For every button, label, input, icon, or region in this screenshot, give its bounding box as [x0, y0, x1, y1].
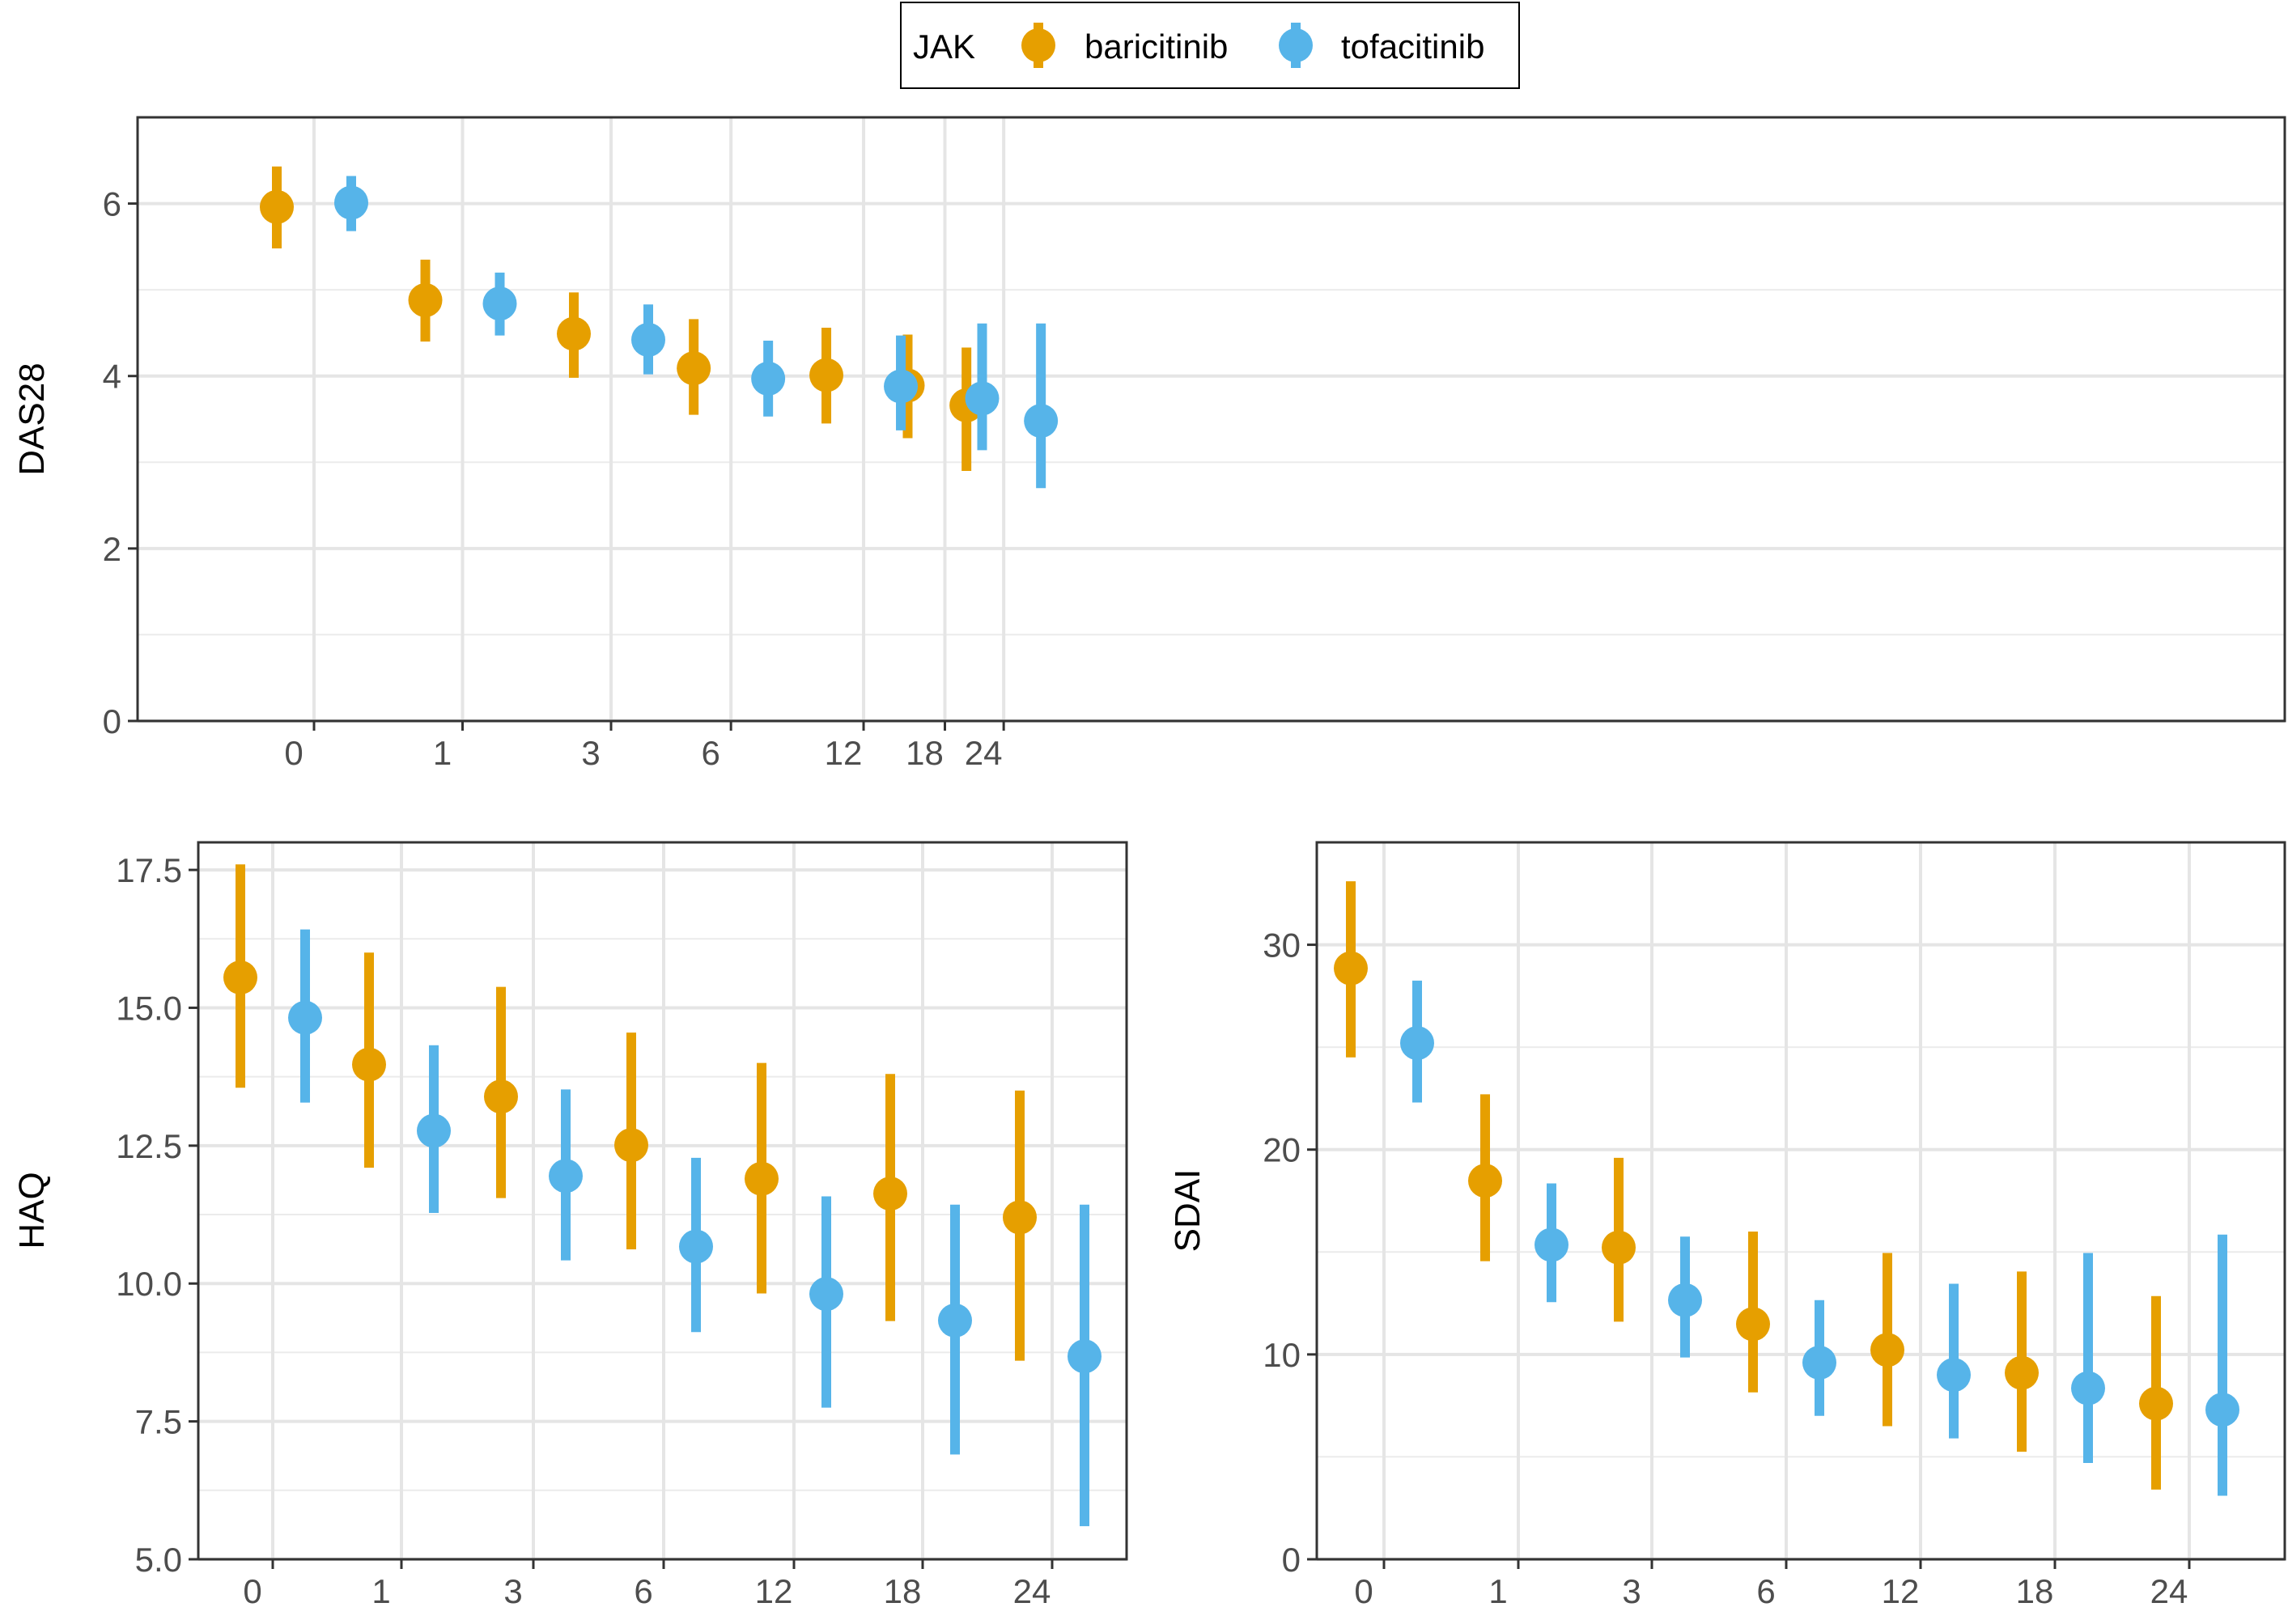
sdai-x-tick-label: 6 [1756, 1572, 1775, 1610]
haq-baricitinib-point [223, 960, 257, 994]
haq-y-tick-label: 7.5 [135, 1403, 182, 1441]
das28-tofacitinib-point [482, 286, 517, 321]
sdai-baricitinib-point [2005, 1355, 2039, 1390]
das28-y-axis-title: DAS28 [12, 363, 52, 475]
sdai-y-tick-label: 20 [1263, 1131, 1301, 1169]
das28-baricitinib-point [260, 189, 294, 224]
das28-plot-background [138, 117, 2285, 721]
das28-tofacitinib-point [631, 322, 665, 357]
sdai-tofacitinib-point [2071, 1371, 2105, 1406]
legend-label-baricitinib: baricitinib [1085, 28, 1228, 66]
haq-x-tick-label: 18 [884, 1572, 922, 1610]
haq-baricitinib-point [614, 1128, 648, 1163]
legend-label-tofacitinib: tofacitinib [1341, 28, 1484, 66]
haq-baricitinib-point [1003, 1200, 1037, 1235]
das28-x-tick-label: 24 [965, 734, 1003, 772]
sdai-y-tick-label: 30 [1263, 926, 1301, 965]
haq-tofacitinib-point [417, 1113, 451, 1148]
legend-key-baricitinib-point [1021, 28, 1055, 62]
haq-x-tick-label: 0 [243, 1572, 261, 1610]
haq-y-tick-label: 10.0 [116, 1265, 182, 1303]
sdai-baricitinib-point [2139, 1386, 2173, 1421]
das28-x-tick-label: 3 [581, 734, 600, 772]
das28-panel-border [136, 116, 2286, 723]
das28-y-tick-label: 4 [103, 358, 121, 396]
sdai-x-tick-label: 3 [1622, 1572, 1641, 1610]
haq-baricitinib-point [484, 1079, 518, 1114]
sdai-baricitinib-point [1736, 1307, 1770, 1342]
haq-baricitinib-point [745, 1161, 779, 1196]
haq-x-tick-label: 24 [1013, 1572, 1051, 1610]
sdai-baricitinib-point [1602, 1230, 1636, 1265]
das28-x-tick-label: 18 [906, 734, 944, 772]
haq-baricitinib-point [352, 1047, 386, 1082]
das28-x-tick-label: 0 [284, 734, 303, 772]
haq-panel: 5.0 7.5 10.0 12.5 15.0 17.5 0 1 3 6 12 18 24 HAQ [12, 841, 1128, 1610]
sdai-tofacitinib-point [1668, 1283, 1702, 1317]
sdai-x-tick-label: 0 [1354, 1572, 1373, 1610]
legend-box [900, 2, 1520, 89]
sdai-y-tick-label: 0 [1282, 1541, 1301, 1579]
sdai-tofacitinib-point [1937, 1358, 1971, 1393]
haq-tofacitinib-point [938, 1303, 972, 1338]
haq-tofacitinib-point [288, 1000, 322, 1035]
sdai-y-tick-label: 10 [1263, 1336, 1301, 1374]
haq-x-tick-label: 12 [755, 1572, 793, 1610]
das28-y-tick-label: 6 [103, 185, 121, 223]
sdai-baricitinib-point [1870, 1333, 1904, 1367]
das28-tofacitinib-point [751, 361, 786, 396]
das28-x-tick-label: 6 [701, 734, 720, 772]
haq-tofacitinib-point [1068, 1339, 1102, 1374]
haq-y-tick-label: 15.0 [116, 989, 182, 1027]
das28-baricitinib-point [677, 351, 711, 386]
haq-tofacitinib-point [809, 1277, 843, 1312]
das28-x-tick-label: 1 [433, 734, 452, 772]
das28-tofacitinib-point [965, 381, 1000, 416]
sdai-tofacitinib-point [1400, 1026, 1434, 1061]
sdai-baricitinib-point [1334, 951, 1368, 986]
das28-baricitinib-point [408, 282, 443, 317]
haq-x-tick-label: 3 [503, 1572, 522, 1610]
das28-tofacitinib-point [884, 369, 919, 404]
haq-y-tick-label: 5.0 [135, 1541, 182, 1579]
das28-y-tick-label: 0 [103, 702, 121, 740]
haq-y-tick-label: 17.5 [116, 851, 182, 889]
das28-y-tick-label: 2 [103, 530, 121, 568]
haq-x-tick-label: 1 [371, 1572, 390, 1610]
das28-tofacitinib-point [1024, 404, 1059, 439]
sdai-tofacitinib-point [2205, 1393, 2239, 1427]
sdai-x-tick-label: 24 [2150, 1572, 2188, 1610]
haq-y-tick-label: 12.5 [116, 1127, 182, 1165]
sdai-panel-border [1315, 841, 2286, 1561]
haq-x-tick-label: 6 [634, 1572, 652, 1610]
haq-tofacitinib-point [679, 1229, 713, 1264]
haq-y-axis-title: HAQ [12, 1172, 52, 1249]
sdai-y-axis-title: SDAI [1168, 1169, 1208, 1253]
das28-baricitinib-point [557, 316, 591, 351]
sdai-x-tick-label: 12 [1882, 1572, 1920, 1610]
haq-baricitinib-point [873, 1177, 907, 1211]
sdai-baricitinib-point [1468, 1164, 1502, 1198]
das28-tofacitinib-point [334, 185, 368, 220]
legend: JAK baricitinib tofacitinib [900, 2, 1520, 89]
legend-key-tofacitinib-point [1279, 28, 1313, 62]
sdai-x-tick-label: 18 [2016, 1572, 2054, 1610]
haq-tofacitinib-point [549, 1159, 583, 1194]
legend-key-tofacitinib [1279, 23, 1313, 68]
legend-key-baricitinib [1021, 23, 1055, 68]
sdai-tofacitinib-point [1535, 1228, 1568, 1262]
das28-baricitinib-point [809, 358, 844, 392]
legend-title: JAK [913, 28, 975, 66]
sdai-tofacitinib-point [1802, 1345, 1836, 1380]
sdai-panel: 0 10 20 30 0 1 3 6 12 18 24 SDAI [1168, 841, 2286, 1610]
sdai-x-tick-label: 1 [1488, 1572, 1507, 1610]
das28-x-tick-label: 12 [825, 734, 863, 772]
sdai-plot-background [1317, 842, 2285, 1559]
